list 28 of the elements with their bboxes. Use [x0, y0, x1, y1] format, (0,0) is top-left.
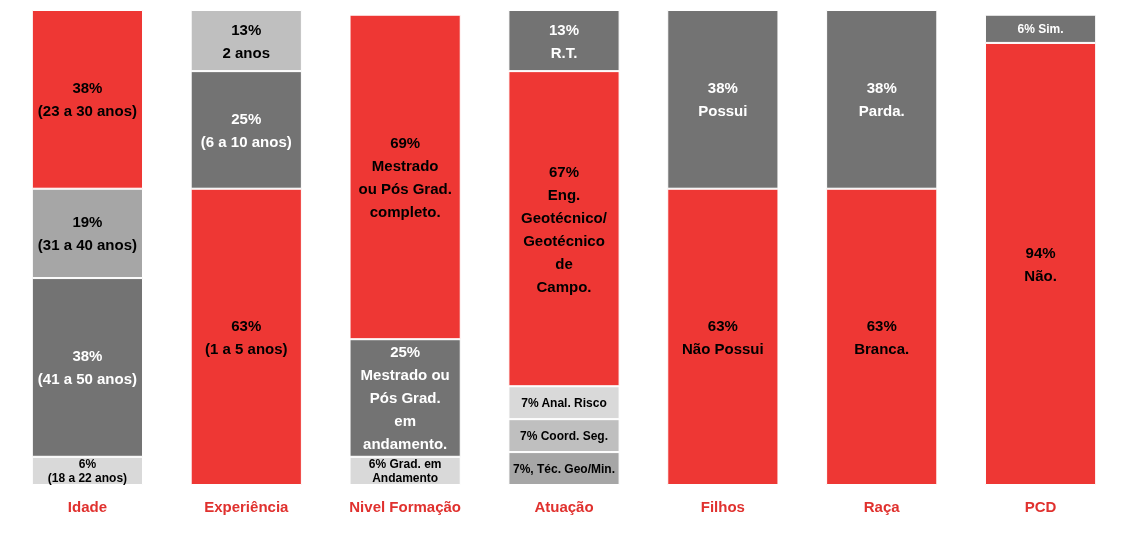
data-label: 19% (31 a 40 anos) — [37, 213, 138, 254]
data-label: 38% (23 a 30 anos) — [37, 79, 138, 120]
x-tick-label: Atuação — [534, 498, 594, 515]
data-label: 6% (18 a 22 anos) — [47, 456, 128, 485]
x-tick-label: Raça — [863, 498, 901, 515]
x-tick-label: PCD — [1024, 498, 1057, 515]
data-label: 38% Possui — [698, 79, 748, 120]
data-label: 6% Sim. — [1017, 21, 1064, 36]
x-tick-label: Nivel Formação — [349, 498, 461, 515]
data-label: 67% Eng. Geotécnico/ Geotécnico de Campo. — [521, 162, 608, 295]
data-label: 63% (1 a 5 anos) — [205, 316, 288, 357]
data-label: 63% Branca. — [854, 316, 910, 357]
data-label: 13% R.T. — [548, 20, 580, 61]
x-tick-label: Filhos — [700, 498, 745, 515]
data-label: 6% Grad. em Andamento — [368, 456, 442, 485]
data-label: 94% Não. — [1024, 243, 1057, 284]
x-tick-label: Idade — [67, 498, 108, 515]
data-label: 38% (41 a 50 anos) — [37, 347, 138, 388]
data-label: 7%, Téc. Geo/Min. — [512, 461, 616, 476]
data-label: 25% Mestrado ou Pós Grad. em andamento. — [360, 343, 450, 453]
data-label: 7% Coord. Seg. — [519, 428, 609, 443]
data-label: 25% (6 a 10 anos) — [200, 109, 292, 150]
data-label: 63% Não Possui — [682, 316, 764, 357]
data-label: 38% Parda. — [858, 79, 905, 120]
data-label: 7% Anal. Risco — [521, 395, 607, 410]
data-label: 13% 2 anos — [222, 20, 271, 61]
data-label: 69% Mestrado ou Pós Grad. completo. — [358, 133, 452, 220]
x-tick-label: Experiência — [204, 498, 290, 515]
